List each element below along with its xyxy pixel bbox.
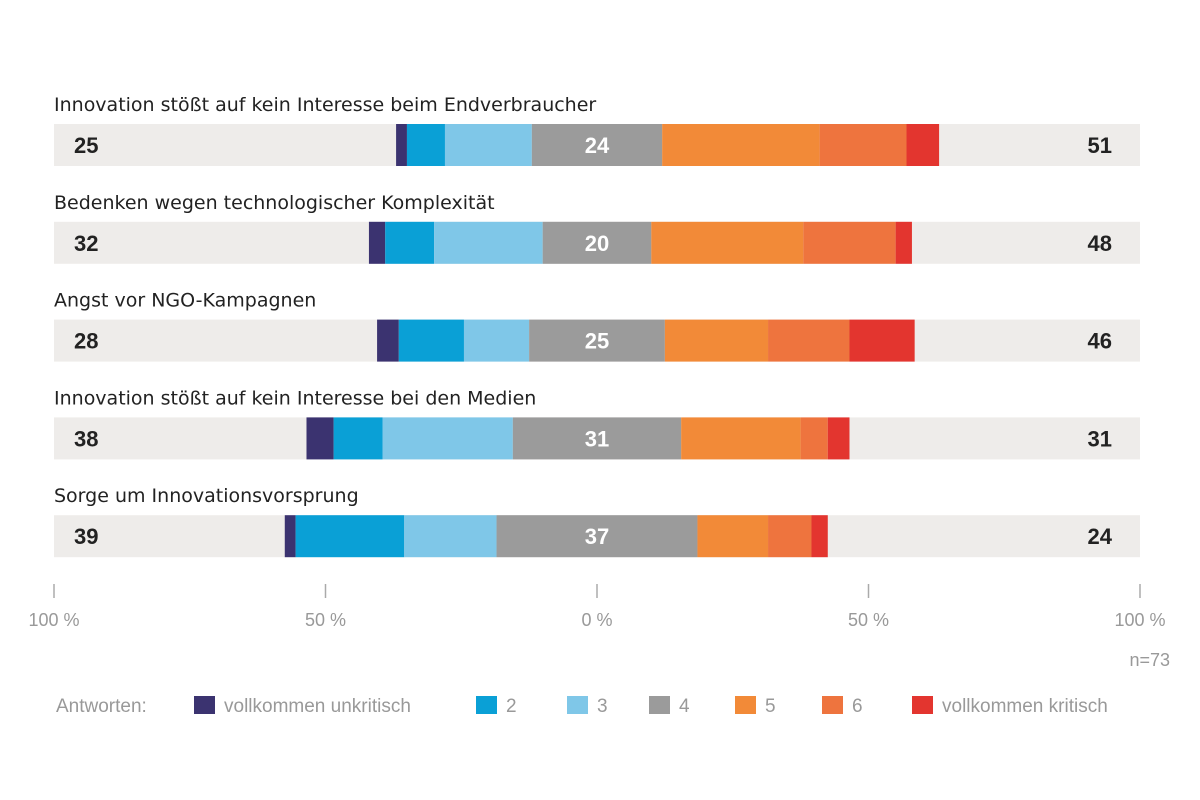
bar-segment-1: [396, 124, 407, 166]
bar-segment-4: [531, 124, 663, 166]
bar-segment-7: [895, 221, 912, 264]
legend-swatch: [567, 696, 588, 714]
legend-swatch: [735, 696, 756, 714]
legend-label: 2: [506, 696, 517, 717]
legend-swatch: [822, 696, 843, 714]
left-total: 28: [74, 329, 98, 354]
bar-segment-5: [662, 124, 820, 166]
bar-segment-2: [385, 221, 435, 264]
legend-label: 5: [765, 696, 776, 717]
right-total: 46: [1088, 329, 1112, 354]
bar-segment-3: [382, 417, 513, 460]
bar-segment-4: [542, 221, 652, 264]
legend-swatch: [649, 696, 670, 714]
right-total: 51: [1088, 133, 1112, 158]
left-total: 38: [74, 426, 98, 451]
bar-segment-1: [284, 515, 296, 558]
bar-segment-7: [906, 124, 940, 166]
bar-segment-5: [681, 417, 801, 460]
bar-segment-7: [849, 319, 915, 362]
bar-segment-1: [377, 319, 399, 362]
bar-segment-4: [496, 515, 698, 558]
left-total: 39: [74, 524, 98, 549]
bar-segment-2: [333, 417, 383, 460]
bar-segment-6: [800, 417, 828, 460]
bar-segment-4: [512, 417, 682, 460]
bar-segment-5: [697, 515, 769, 558]
bar-segment-2: [295, 515, 405, 558]
x-tick-label: 100 %: [1114, 610, 1165, 630]
legend-label: 6: [852, 696, 863, 717]
legend-label: vollkommen unkritisch: [224, 696, 411, 717]
middle-label: 31: [585, 426, 609, 451]
left-total: 32: [74, 231, 98, 256]
bar-segment-2: [398, 319, 464, 362]
bar-segment-2: [406, 124, 445, 166]
bar-segment-7: [811, 515, 828, 558]
bar-segment-3: [444, 124, 532, 166]
x-tick-label: 50 %: [848, 610, 889, 630]
legend-label: 4: [679, 696, 690, 717]
bar-segment-7: [827, 417, 850, 460]
bar-segment-4: [529, 319, 665, 362]
bar-segment-3: [404, 515, 497, 558]
legend-swatch: [476, 696, 497, 714]
bar-segment-1: [368, 221, 386, 264]
right-total: 48: [1088, 231, 1112, 256]
x-tick-label: 50 %: [305, 610, 346, 630]
bar-segment-6: [768, 515, 812, 558]
legend-label: vollkommen kritisch: [942, 696, 1108, 717]
right-total: 24: [1088, 524, 1113, 549]
x-tick-label: 100 %: [28, 610, 79, 630]
bar-segment-6: [768, 319, 850, 362]
legend-swatch: [194, 696, 215, 714]
sample-size-note: n=73: [1129, 650, 1170, 670]
left-total: 25: [74, 133, 98, 158]
bar-segment-6: [803, 221, 896, 264]
row-title: Sorge um Innovationsvorsprung: [54, 485, 359, 507]
bar-segment-3: [463, 319, 530, 362]
bar-segment-6: [819, 124, 907, 166]
middle-label: 20: [585, 231, 609, 256]
middle-label: 25: [585, 329, 609, 354]
x-tick-label: 0 %: [581, 610, 612, 630]
bar-segment-1: [306, 417, 334, 460]
bar-segment-5: [664, 319, 769, 362]
bar-segment-3: [434, 221, 543, 264]
row-title: Innovation stößt auf kein Interesse beim…: [54, 94, 596, 116]
middle-label: 24: [585, 133, 610, 158]
legend-swatch: [912, 696, 933, 714]
middle-label: 37: [585, 524, 609, 549]
row-title: Angst vor NGO-Kampagnen: [54, 290, 316, 312]
bar-segment-5: [651, 221, 804, 264]
row-title: Bedenken wegen technologischer Komplexit…: [54, 192, 495, 214]
legend-label: 3: [597, 696, 608, 717]
row-title: Innovation stößt auf kein Interesse bei …: [54, 387, 536, 409]
legend-title: Antworten:: [56, 696, 147, 717]
right-total: 31: [1088, 426, 1112, 451]
